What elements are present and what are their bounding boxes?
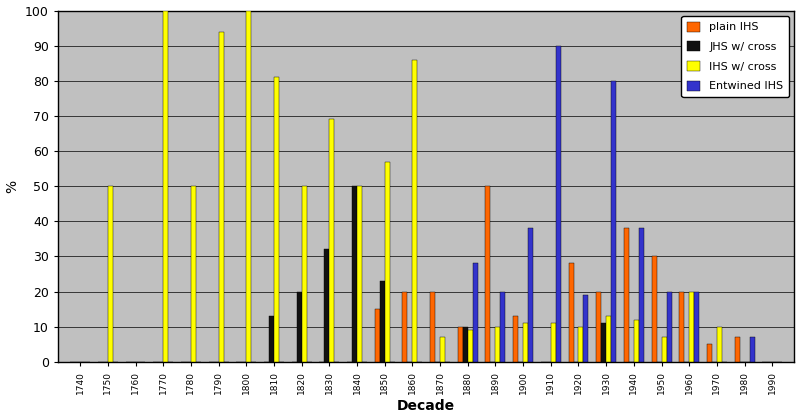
Bar: [690, 292, 694, 362]
Bar: [639, 228, 644, 362]
Bar: [108, 186, 113, 362]
Bar: [473, 264, 478, 362]
Bar: [606, 316, 611, 362]
Y-axis label: %: %: [6, 180, 19, 193]
Bar: [734, 337, 740, 362]
Bar: [269, 316, 274, 362]
Bar: [324, 249, 330, 362]
Bar: [380, 281, 385, 362]
Bar: [551, 323, 556, 362]
Bar: [679, 292, 684, 362]
Bar: [501, 292, 506, 362]
Bar: [578, 327, 583, 362]
Bar: [583, 295, 589, 362]
Bar: [330, 119, 334, 362]
Bar: [462, 327, 468, 362]
Bar: [191, 186, 196, 362]
Bar: [402, 292, 407, 362]
Bar: [458, 327, 462, 362]
Bar: [651, 256, 657, 362]
Legend: plain IHS, JHS w/ cross, IHS w/ cross, Entwined IHS: plain IHS, JHS w/ cross, IHS w/ cross, E…: [682, 16, 789, 97]
Bar: [430, 292, 435, 362]
Bar: [352, 186, 357, 362]
Bar: [556, 46, 561, 362]
Bar: [707, 344, 712, 362]
Bar: [528, 228, 533, 362]
Bar: [218, 31, 223, 362]
Bar: [523, 323, 528, 362]
Bar: [596, 292, 602, 362]
Bar: [495, 327, 501, 362]
Bar: [412, 60, 418, 362]
Bar: [750, 337, 754, 362]
Bar: [666, 292, 671, 362]
Bar: [662, 337, 666, 362]
X-axis label: Decade: Decade: [397, 399, 455, 414]
Bar: [624, 228, 629, 362]
Bar: [163, 10, 168, 362]
Bar: [385, 162, 390, 362]
Bar: [634, 320, 639, 362]
Bar: [274, 77, 279, 362]
Bar: [611, 81, 616, 362]
Bar: [374, 309, 380, 362]
Bar: [246, 10, 251, 362]
Bar: [569, 264, 574, 362]
Bar: [468, 330, 473, 362]
Bar: [694, 292, 699, 362]
Bar: [602, 323, 606, 362]
Bar: [357, 186, 362, 362]
Bar: [297, 292, 302, 362]
Bar: [486, 186, 490, 362]
Bar: [440, 337, 445, 362]
Bar: [717, 327, 722, 362]
Bar: [513, 316, 518, 362]
Bar: [302, 186, 306, 362]
